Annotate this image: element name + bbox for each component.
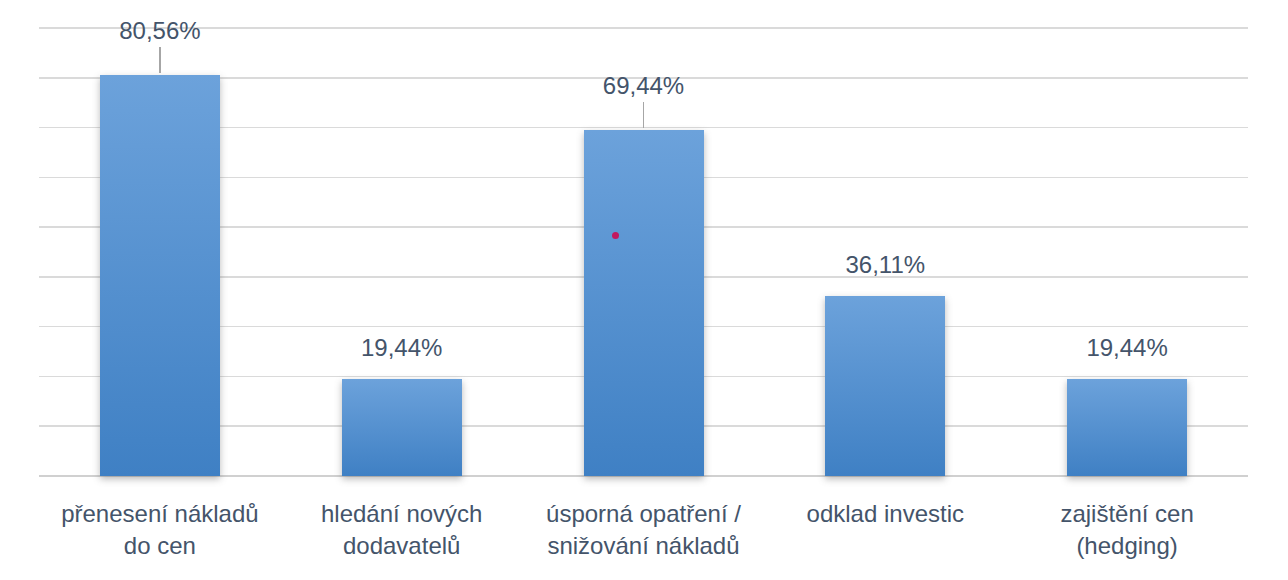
bar-data-label: 36,11% (764, 251, 1006, 279)
category-label: odklad investic (764, 498, 1006, 530)
column-chart: 80,56% 19,44% 69,44% 36,11% 19,44% přenesení… (0, 0, 1288, 580)
bar-data-label: 19,44% (1006, 334, 1248, 362)
category-label-line: snižování nákladů (523, 530, 765, 562)
category-label-line: (hedging) (1006, 530, 1248, 562)
bar-data-label: 19,44% (281, 334, 523, 362)
category-label: přenesení nákladůdo cen (39, 498, 281, 562)
label-leader-line (159, 47, 161, 73)
category-label-line: do cen (39, 530, 281, 562)
bar-data-label: 80,56% (39, 17, 281, 45)
stray-dot-marker (612, 232, 619, 239)
bar (825, 296, 945, 476)
bar (1067, 379, 1187, 476)
category-label-line: hledání nových (281, 498, 523, 530)
category-label-line: zajištění cen (1006, 498, 1248, 530)
category-label: úsporná opatření /snižování nákladů (523, 498, 765, 562)
category-label-line: odklad investic (764, 498, 1006, 530)
category-label: hledání novýchdodavatelů (281, 498, 523, 562)
category-label: zajištění cen(hedging) (1006, 498, 1248, 562)
category-label-line: dodavatelů (281, 530, 523, 562)
bar-data-label: 69,44% (523, 72, 765, 100)
category-label-line: úsporná opatření / (523, 498, 765, 530)
bar (584, 130, 704, 476)
label-leader-line (643, 102, 645, 128)
bar (100, 75, 220, 476)
bar (342, 379, 462, 476)
category-label-line: přenesení nákladů (39, 498, 281, 530)
